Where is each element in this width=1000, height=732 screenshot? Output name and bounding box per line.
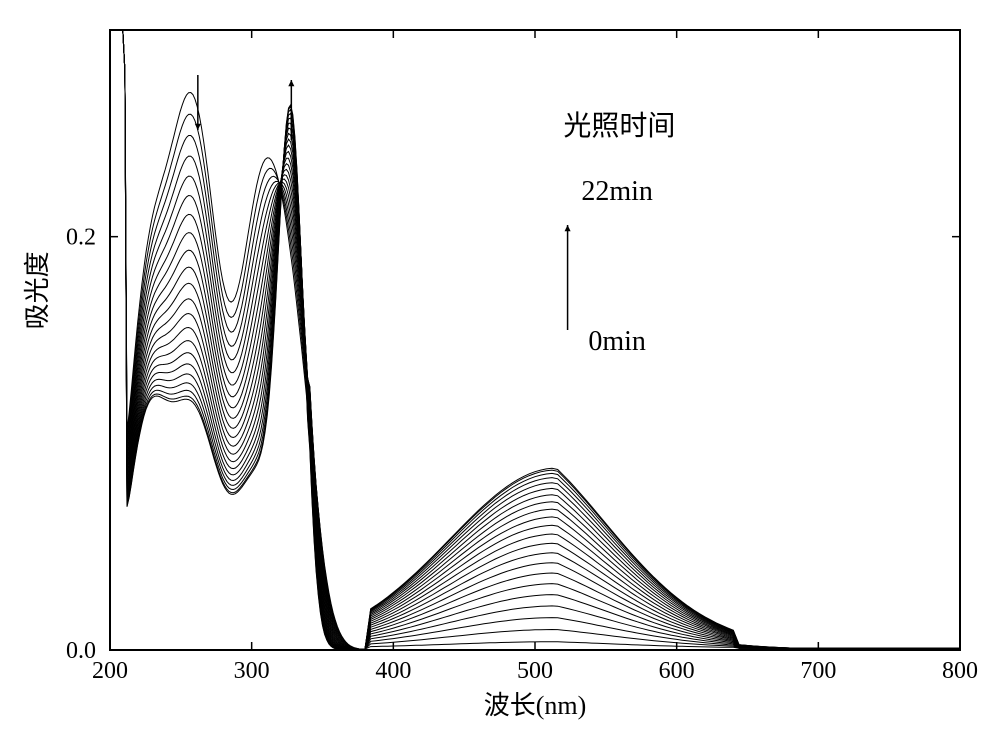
time-label-min: 0min [588,326,646,357]
x-tick-label: 800 [942,658,978,684]
chart-svg: 200 300 400 500 600 700 800 0.0 0.2 波长(nm) 吸光度 光照时间… [0,0,1000,732]
x-axis-label: 波长(nm) [484,691,587,720]
x-tick-label: 400 [375,658,411,684]
x-tick-label: 300 [234,658,270,684]
spectra-chart: 200 300 400 500 600 700 800 0.0 0.2 波长(nm) 吸光度 光照时间… [0,0,1000,732]
y-tick-label: 0.0 [66,638,96,664]
x-tick-label: 200 [92,658,128,684]
y-tick-label: 0.2 [66,225,96,251]
x-tick-label: 600 [659,658,695,684]
x-tick-label: 500 [517,658,553,684]
y-axis-label: 吸光度 [23,251,52,329]
time-label-max: 22min [581,176,653,207]
x-tick-label: 700 [800,658,836,684]
legend-title: 光照时间 [563,110,675,142]
